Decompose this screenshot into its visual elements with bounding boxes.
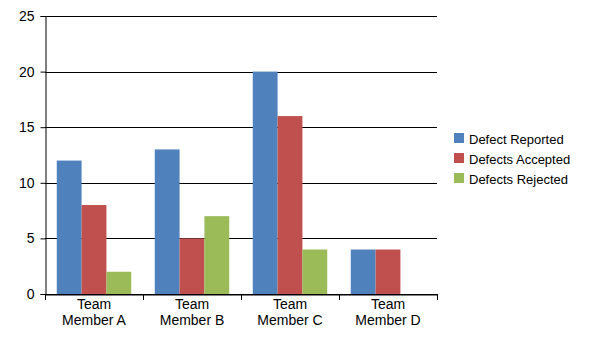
bar	[302, 250, 327, 294]
tick-mark	[41, 72, 46, 73]
legend-swatch	[454, 133, 464, 143]
bar	[180, 238, 205, 294]
bar	[57, 161, 82, 294]
tick: 5	[27, 230, 46, 246]
series	[82, 116, 401, 294]
tick-label: 0	[27, 286, 35, 302]
grid	[45, 17, 437, 295]
divider	[437, 294, 438, 300]
tick-label: 5	[27, 230, 35, 246]
tick: TeamMember C	[257, 296, 322, 329]
series	[106, 216, 327, 294]
tick-label: 10	[19, 175, 35, 191]
tick-label: TeamMember A	[62, 296, 126, 329]
bar	[82, 205, 107, 294]
axis-line	[41, 17, 47, 295]
tick-label: 15	[19, 119, 35, 135]
tick-label: TeamMember D	[355, 296, 420, 329]
bar	[253, 72, 278, 294]
tick: 0	[27, 286, 46, 302]
legend-item: Defects Rejected	[454, 172, 568, 187]
grid-line	[45, 16, 437, 17]
legend-swatch	[454, 173, 464, 183]
chart: 0510152025TeamMember ATeamMember BTeamMe…	[0, 0, 600, 360]
legend-label: Defects Rejected	[469, 172, 568, 187]
y-axis: 0 5 10 15 20 25	[19, 8, 46, 302]
tick: 15	[19, 119, 46, 135]
tick-label: TeamMember B	[160, 296, 225, 329]
grid-line	[45, 127, 437, 128]
bar	[400, 294, 425, 295]
tick: 20	[19, 64, 46, 80]
tick: TeamMember D	[355, 296, 420, 329]
tick: TeamMember B	[160, 296, 225, 329]
divider	[241, 294, 242, 300]
legend-item: Defects Accepted	[454, 152, 570, 167]
tick-label: TeamMember C	[257, 296, 322, 329]
tick-mark	[41, 238, 46, 239]
series	[57, 72, 376, 294]
tick: 25	[19, 8, 46, 24]
bar	[351, 250, 376, 294]
divider	[339, 294, 340, 300]
bar	[204, 216, 229, 294]
bar	[106, 272, 131, 294]
legend-label: Defects Accepted	[469, 152, 570, 167]
bars	[57, 72, 401, 294]
legend-swatch	[454, 153, 464, 163]
bar	[155, 149, 180, 294]
tick-label: 20	[19, 64, 35, 80]
tick-mark	[41, 183, 46, 184]
divider	[143, 294, 144, 300]
tick: 10	[19, 175, 46, 191]
legend-label: Defect Reported	[469, 132, 564, 147]
bar	[278, 116, 303, 294]
tick-mark	[41, 294, 46, 295]
legend-item: Defect Reported	[454, 132, 564, 147]
grid-line	[45, 72, 437, 73]
category-dividers	[46, 294, 438, 300]
tick: TeamMember A	[62, 296, 126, 329]
x-axis: TeamMember A TeamMember B TeamMember C Team…	[46, 295, 438, 328]
bar	[376, 250, 401, 294]
grid-line	[45, 183, 437, 184]
legend: Defect Reported Defects Accepted Defects R…	[454, 132, 570, 187]
tick-label: 25	[19, 8, 35, 24]
tick-mark	[41, 127, 46, 128]
divider	[45, 294, 46, 300]
tick-mark	[41, 16, 46, 17]
